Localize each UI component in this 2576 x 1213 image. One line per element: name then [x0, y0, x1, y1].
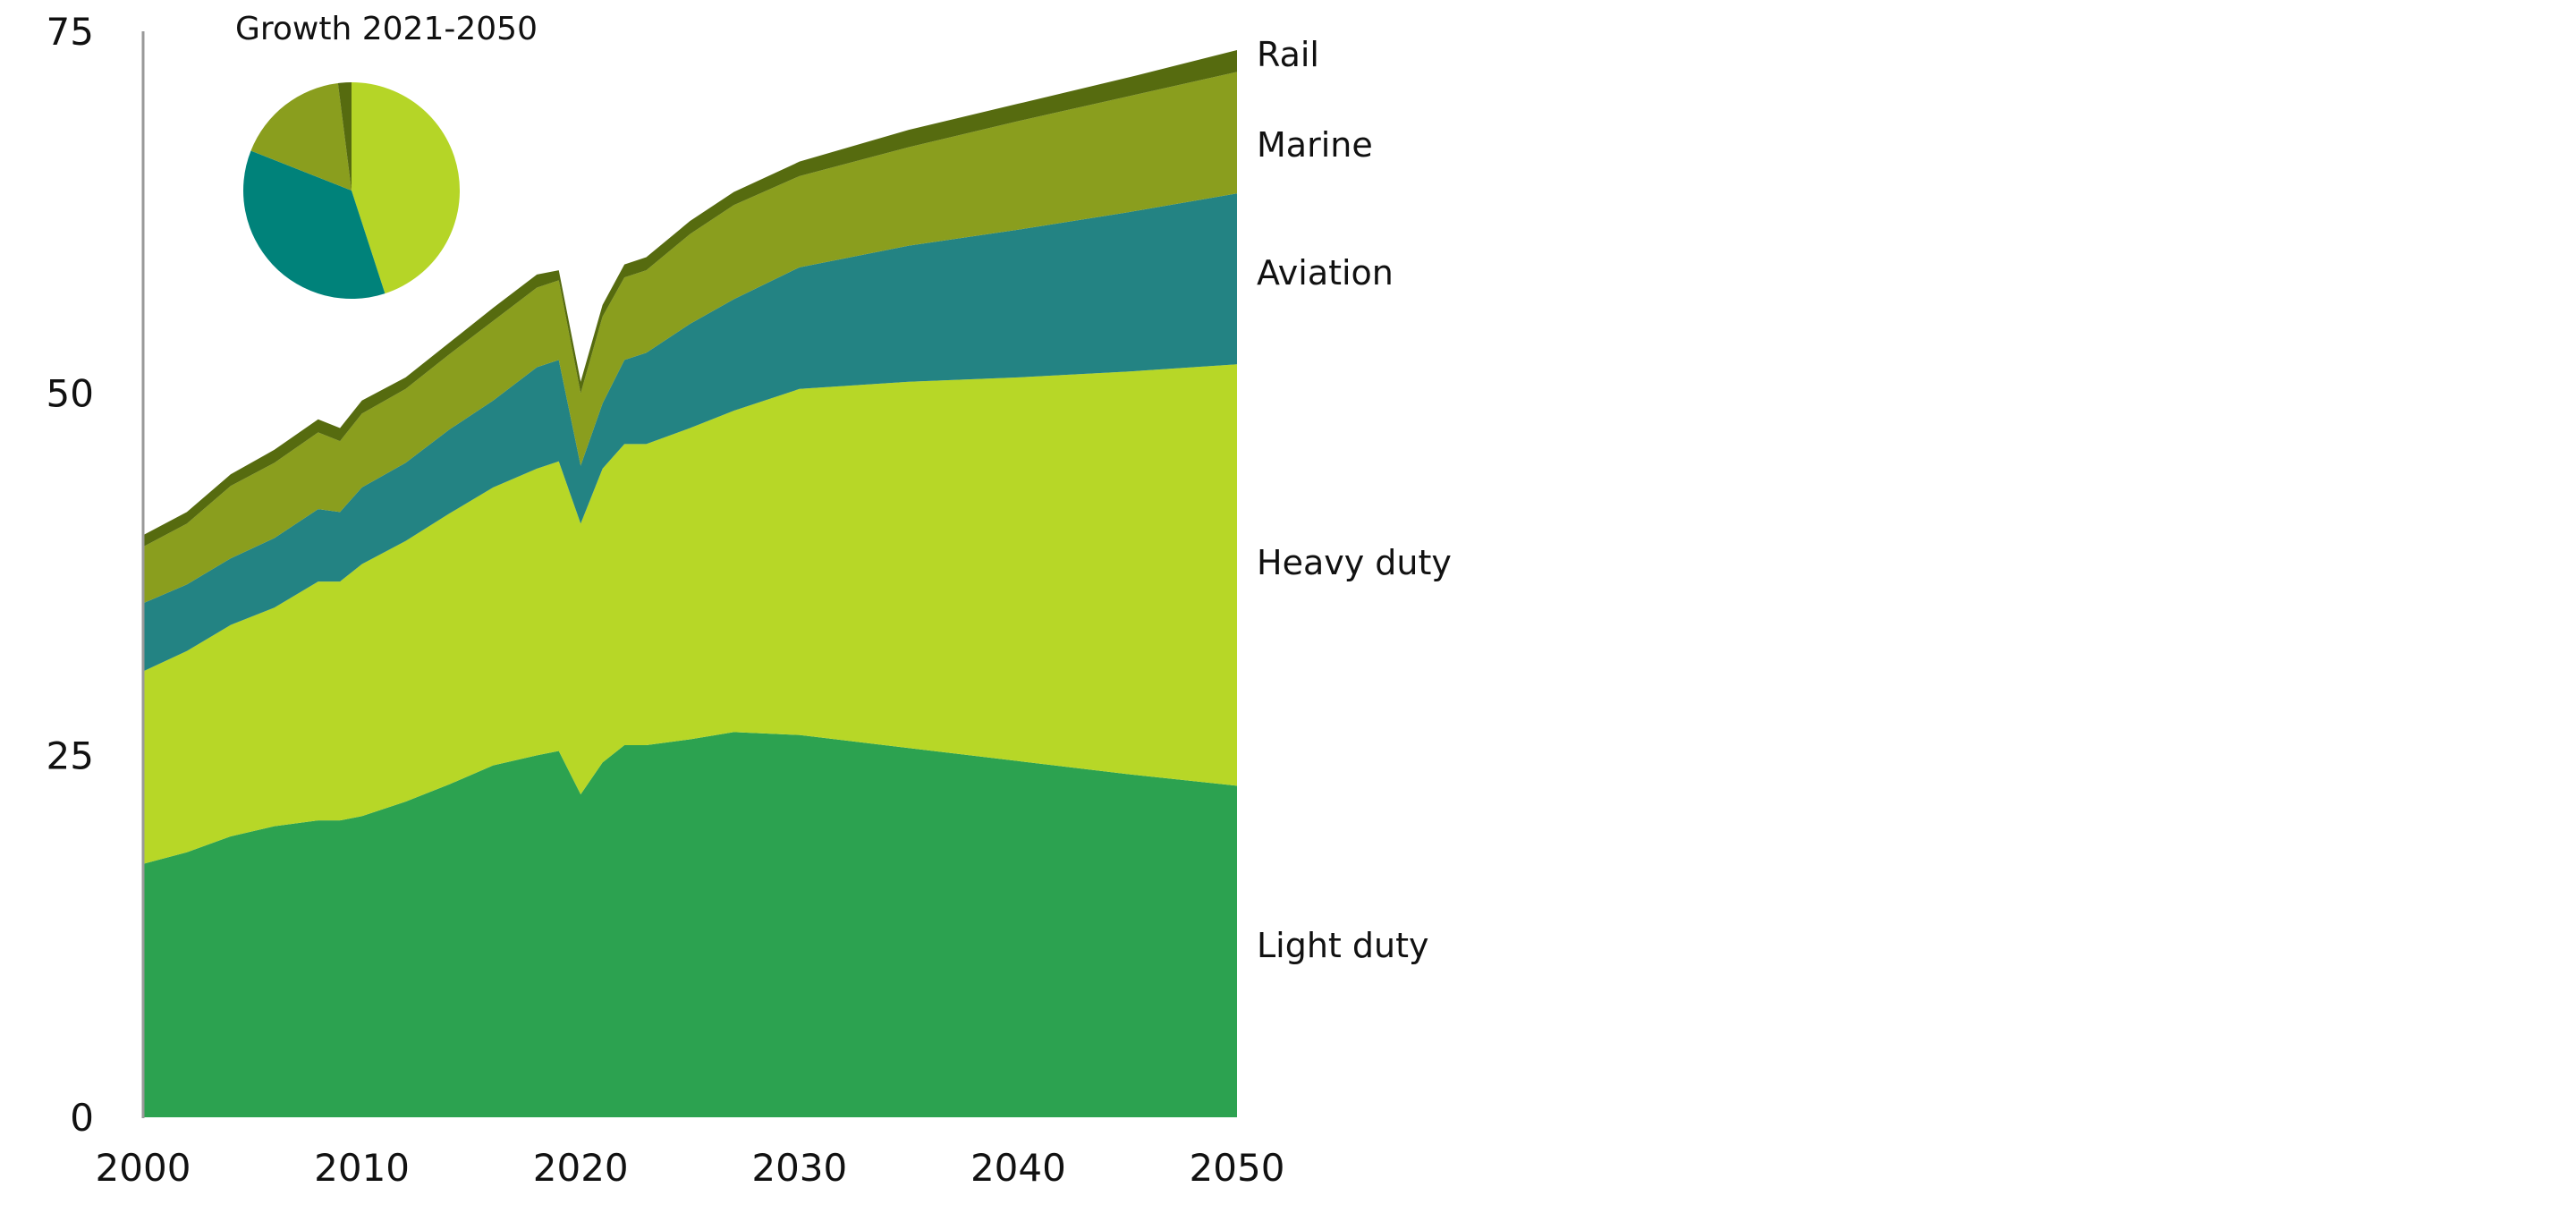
x-tick-label: 2020: [533, 1146, 629, 1190]
area-heavy-duty: [143, 364, 1237, 864]
pie-title: Growth 2021-2050: [235, 11, 538, 47]
series-labels: Light duty Heavy duty Aviation Marine Rail: [1257, 35, 1452, 965]
x-tick-label: 2030: [751, 1146, 847, 1190]
pie-slice-heavy-duty: [352, 82, 460, 294]
pie-slice-aviation: [242, 150, 386, 300]
y-tick-label: 75: [47, 10, 94, 54]
area-marine: [143, 72, 1237, 604]
series-label-aviation: Aviation: [1257, 253, 1394, 293]
x-tick-labels: 2000 2010 2020 2030 2040 2050: [96, 1146, 1285, 1190]
y-tick-label: 25: [47, 734, 94, 777]
pie-slice-rail: [337, 82, 352, 191]
series-label-heavy-duty: Heavy duty: [1257, 543, 1452, 582]
area-layer: [143, 50, 1237, 1117]
y-tick-labels: 0 25 50 75: [47, 10, 94, 1140]
series-label-rail: Rail: [1257, 35, 1319, 74]
area-light-duty: [143, 732, 1237, 1117]
area-aviation: [143, 193, 1237, 672]
inset-pie-chart: Growth 2021-2050: [235, 11, 538, 300]
series-label-light-duty: Light duty: [1257, 926, 1429, 965]
series-label-marine: Marine: [1257, 125, 1373, 165]
pie-slice-marine: [250, 82, 352, 191]
x-tick-label: 2000: [96, 1146, 191, 1190]
y-tick-label: 0: [70, 1096, 94, 1140]
x-tick-label: 2050: [1190, 1146, 1285, 1190]
y-tick-label: 50: [47, 372, 94, 416]
x-tick-label: 2010: [314, 1146, 410, 1190]
x-tick-label: 2040: [970, 1146, 1066, 1190]
